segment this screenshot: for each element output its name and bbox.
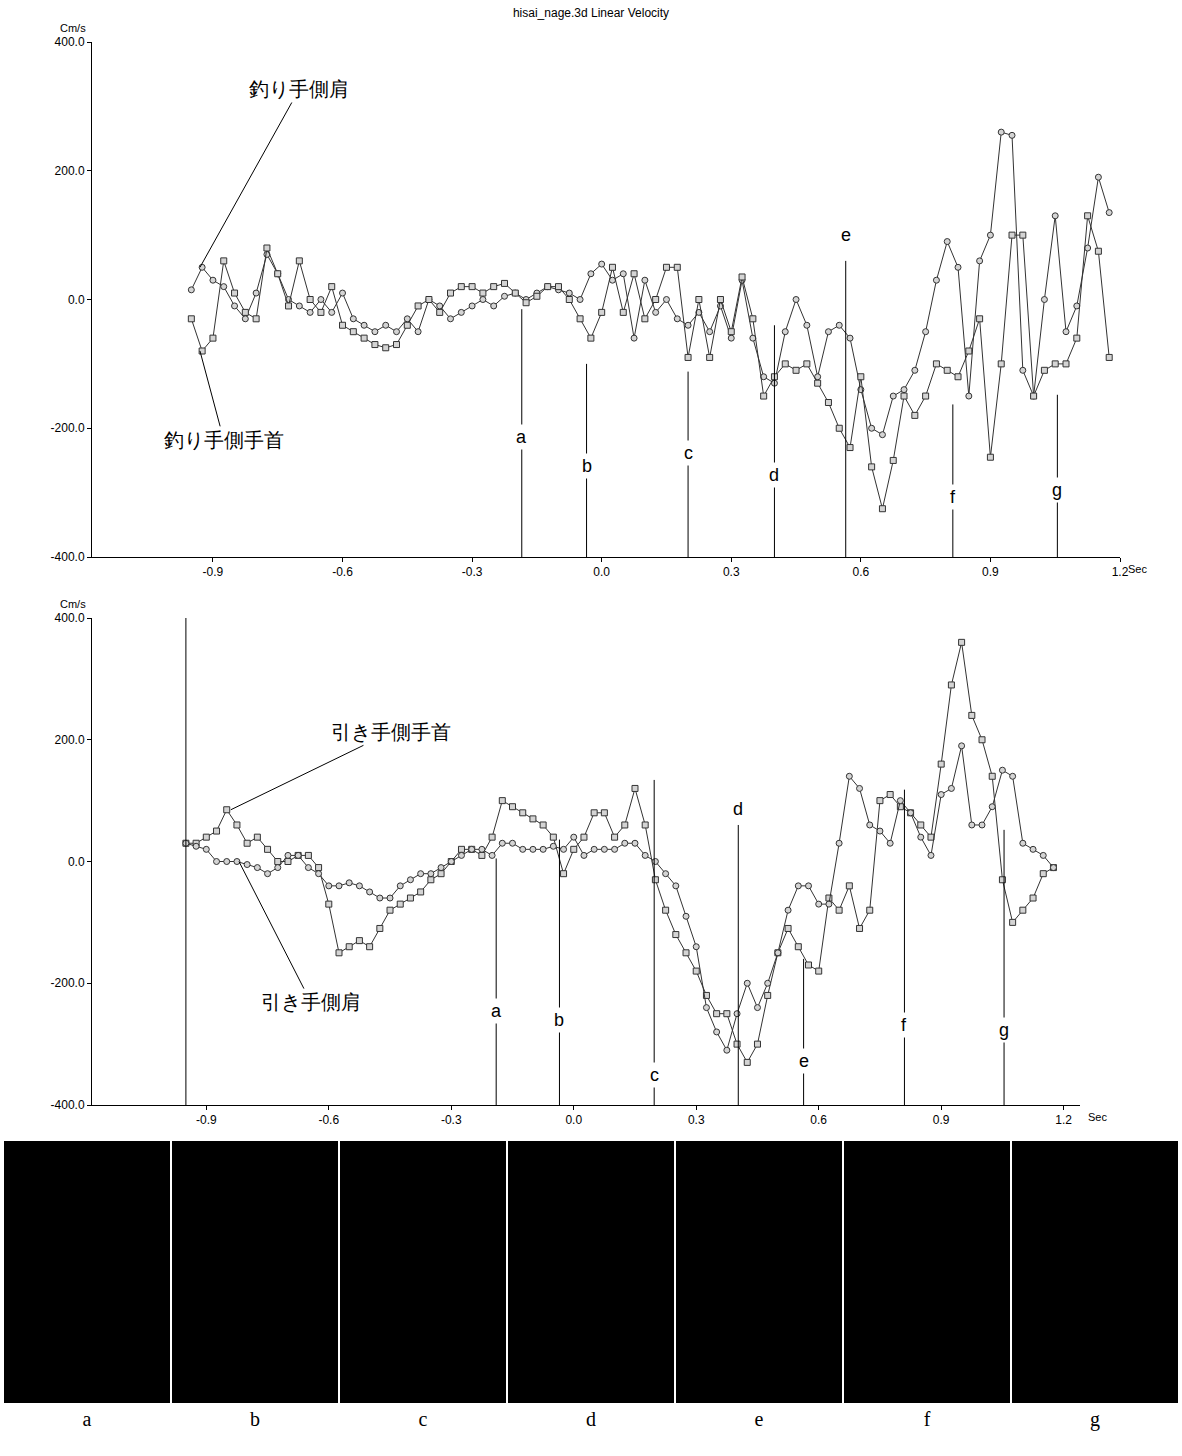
svg-text:400.0: 400.0 (55, 611, 85, 625)
svg-text:Sec: Sec (1128, 563, 1147, 575)
svg-text:b: b (582, 456, 592, 476)
svg-text:Sec: Sec (1088, 1111, 1107, 1123)
html-text:b: b (250, 1408, 260, 1430)
svg-text:引き手側手首: 引き手側手首 (331, 720, 451, 744)
svg-text:-0.9: -0.9 (203, 565, 224, 579)
html-text:e: e (754, 1408, 764, 1430)
svg-text:c: c (684, 443, 693, 463)
svg-text:200.0: 200.0 (55, 733, 85, 747)
svg-text:0.0: 0.0 (68, 855, 85, 869)
svg-text:g: g (1052, 480, 1062, 500)
svg-text:-0.3: -0.3 (462, 565, 483, 579)
svg-text:0.9: 0.9 (982, 565, 999, 579)
svg-text:0.0: 0.0 (68, 293, 85, 307)
svg-text:釣り手側手首: 釣り手側手首 (164, 428, 284, 452)
svg-text:400.0: 400.0 (55, 35, 85, 49)
svg-text:e: e (841, 225, 851, 245)
svg-text:0.0: 0.0 (565, 1113, 582, 1127)
svg-text:a: a (516, 427, 527, 447)
svg-text:d: d (769, 465, 779, 485)
svg-text:f: f (950, 487, 956, 507)
svg-text:引き手側肩: 引き手側肩 (261, 990, 361, 1014)
svg-text:1.2: 1.2 (1055, 1113, 1072, 1127)
svg-text:-0.3: -0.3 (441, 1113, 462, 1127)
html-text:g: g (1090, 1408, 1100, 1430)
svg-text:-0.9: -0.9 (196, 1113, 217, 1127)
svg-text:-200.0: -200.0 (51, 421, 85, 435)
html-text:f: f (923, 1408, 931, 1430)
svg-text:0.6: 0.6 (852, 565, 869, 579)
svg-text:hisai_nage.3d Linear Velocity: hisai_nage.3d Linear Velocity (513, 6, 669, 20)
svg-text:Cm/s: Cm/s (60, 22, 86, 34)
svg-text:c: c (650, 1065, 659, 1085)
svg-text:0.3: 0.3 (688, 1113, 705, 1127)
html-text:c: c (418, 1408, 428, 1430)
svg-text:g: g (999, 1020, 1009, 1040)
svg-text:e: e (799, 1051, 809, 1071)
svg-text:-400.0: -400.0 (51, 550, 85, 564)
svg-text:0.6: 0.6 (810, 1113, 827, 1127)
svg-text:0.3: 0.3 (723, 565, 740, 579)
svg-text:a: a (491, 1001, 502, 1021)
svg-text:-0.6: -0.6 (332, 565, 353, 579)
svg-text:200.0: 200.0 (55, 164, 85, 178)
svg-text:0.0: 0.0 (593, 565, 610, 579)
svg-text:f: f (901, 1015, 907, 1035)
html-text:d: d (586, 1408, 596, 1430)
svg-text:-0.6: -0.6 (318, 1113, 339, 1127)
svg-text:1.2: 1.2 (1112, 565, 1129, 579)
svg-text:-200.0: -200.0 (51, 976, 85, 990)
svg-text:b: b (554, 1010, 564, 1030)
svg-text:d: d (733, 799, 743, 819)
svg-text:Cm/s: Cm/s (60, 598, 86, 610)
svg-text:-400.0: -400.0 (51, 1098, 85, 1112)
svg-text:釣り手側肩: 釣り手側肩 (249, 77, 349, 101)
html-text:a: a (82, 1408, 92, 1430)
svg-text:0.9: 0.9 (933, 1113, 950, 1127)
